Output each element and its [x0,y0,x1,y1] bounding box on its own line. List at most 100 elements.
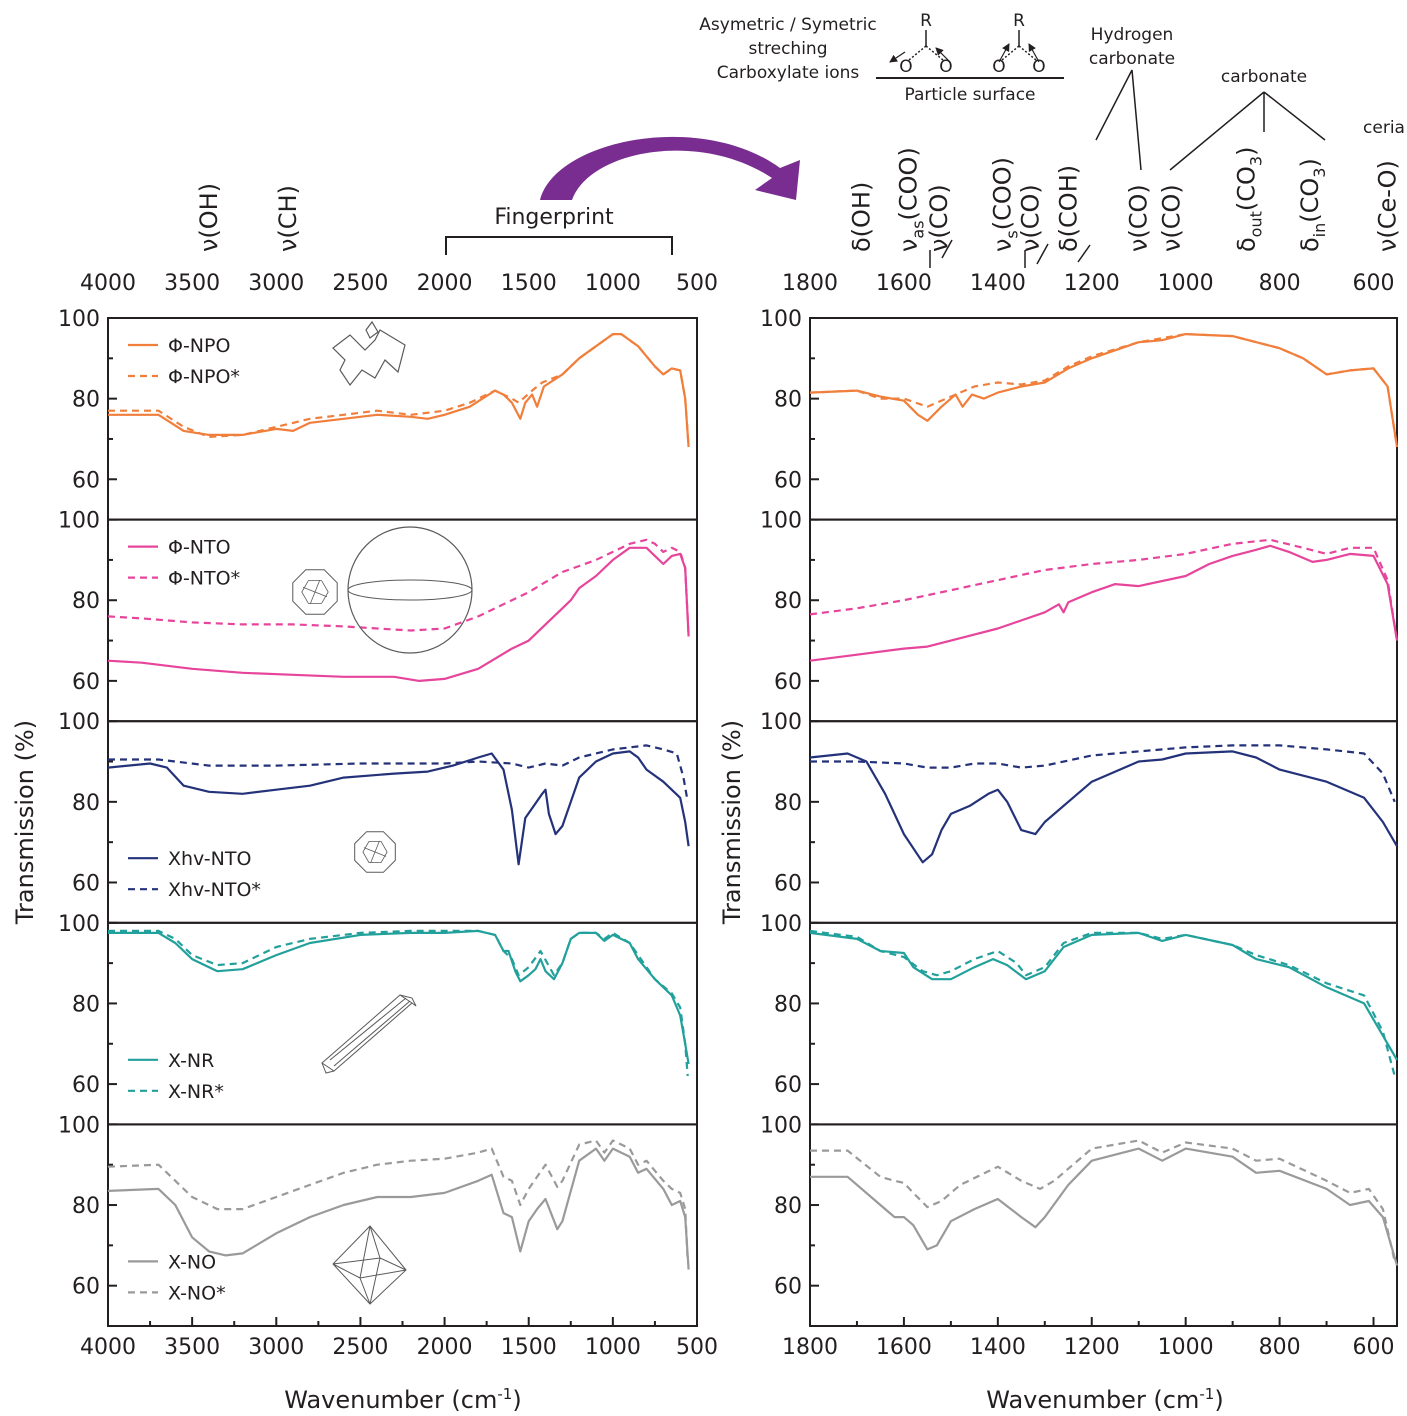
top-tick-label: 500 [676,271,718,296]
carboxylate-bonds [908,45,944,61]
band-label-base: δ [1233,237,1261,252]
y-axis-title-right: Transmission (%) [718,720,746,925]
spectrum-row: 60 80 100 X-NO X-NO* [58,1113,698,1328]
y-tick-label: 80 [72,589,100,614]
x-title-main: Wavenumber (cm [986,1386,1199,1414]
band-label-base: ν(CO) [925,184,953,252]
band-label: ν(Ce-O) [1374,160,1402,252]
legend-label: Φ-NTO* [168,568,240,590]
spectrum-row: 60 80 100 Xhv-NTO Xhv-NTO* [58,710,698,924]
y-tick-label: 60 [774,468,802,493]
polyhedron-edges [302,579,328,605]
y-tick-label: 100 [760,1113,802,1138]
x-title-main: Wavenumber (cm [284,1386,497,1414]
y-tick-label: 80 [774,1194,802,1219]
top-tick-label: 3000 [248,271,304,296]
stretch-arrow [1028,43,1040,63]
y-tick-label: 60 [774,871,802,896]
fingerprint-annotation: Fingerprint [445,136,800,255]
top-tick-label: 1500 [501,271,557,296]
band-label-tail: ) [1296,158,1324,167]
carboxylate-schematic: Asymetric / Symetric streching Carboxyla… [699,11,1064,105]
y-tick-label: 100 [58,912,100,937]
y-tick-label: 60 [774,670,802,695]
y-tick-label: 100 [58,1113,100,1138]
series-line [108,333,690,448]
spectrum-row: 60 80 100 [760,710,1398,924]
spectra-panels: 60 80 100 Φ-NPO Φ-NPO* 60 80 100 Φ-NTO Φ-NTO* 60 80… [58,307,1399,1360]
particle-icon [332,320,406,387]
band-label-base: δ(COH) [1054,165,1082,252]
top-axis-left: 4000 3500 3000 2500 2000 1500 1000 500 [80,271,718,296]
top-tick-label: 2000 [417,271,473,296]
band-label-base: ν(CO) [1158,184,1186,252]
series-line [108,929,689,1077]
sphere-equator-icon [347,579,473,601]
o-label: O [1032,57,1045,77]
x-tick-label: 1000 [1158,1335,1214,1360]
series-line [810,1147,1399,1266]
top-tick-label: 800 [1259,271,1301,296]
x-tick-label: 1600 [876,1335,932,1360]
spectrum-row: 60 80 100 Φ-NTO Φ-NTO* [58,509,698,723]
x-tick-label: 2000 [417,1335,473,1360]
legend-label: X-NR* [168,1081,224,1103]
top-tick-label: 1000 [585,271,641,296]
top-tick-label: 4000 [80,271,136,296]
y-tick-label: 100 [760,307,802,332]
x-axis-title-left: Wavenumber (cm-1) [284,1385,521,1414]
spectrum-row: 60 80 100 Φ-NPO Φ-NPO* [58,307,698,521]
band-label-base: ν(CO) [1125,184,1153,252]
polyhedron-face [301,580,329,604]
band-label: δ(COH) [1054,165,1082,252]
series-line [107,1139,689,1262]
y-tick-label: 60 [72,468,100,493]
spectrum-row: 60 80 100 [760,307,1399,521]
band-label: ν(OH) [195,183,223,252]
top-tick-label: 1800 [782,271,838,296]
x-tick-label: 4000 [80,1335,136,1360]
band-label-tail: (CO [1233,166,1261,211]
x-tick-label: 3000 [248,1335,304,1360]
y-tick-label: 60 [774,1275,802,1300]
coo-tick-lines [929,239,1091,268]
fingerprint-label: Fingerprint [494,205,614,230]
x-title-end: ) [512,1386,521,1414]
group-headers: Hydrogen carbonate carbonate ceria [929,25,1405,268]
plot-frame [809,317,1398,521]
x-tick-label: 1000 [585,1335,641,1360]
band-label-tail: (COO) [895,147,923,220]
series-line [809,538,1399,641]
y-tick-label: 80 [72,388,100,413]
x-title-sup: -1 [1199,1385,1214,1403]
top-tick-label: 2500 [332,271,388,296]
y-tick-label: 100 [760,912,802,937]
x-tick-label: 2500 [332,1335,388,1360]
x-tick-label: 1400 [970,1335,1026,1360]
x-tick-label: 600 [1353,1335,1395,1360]
truncated-octahedron-icon [292,569,338,615]
band-label: δin(CO3) [1296,158,1329,252]
y-tick-label: 80 [774,589,802,614]
y-tick-label: 80 [72,1194,100,1219]
band-label: νas(COO) [895,147,928,252]
top-axis-right: 1800 1600 1400 1200 1000 800 600 [782,271,1395,296]
series-line [809,333,1399,448]
o-label: O [992,57,1005,77]
top-tick-label: 3500 [164,271,220,296]
plot-frame [809,1123,1398,1328]
x-tick-label: 1200 [1064,1335,1120,1360]
y-tick-label: 100 [58,307,100,332]
carboxylate-group-sym: R O O [992,11,1045,77]
top-tick-label: 1000 [1158,271,1214,296]
band-label-tail: (COO) [989,157,1017,230]
y-tick-label: 60 [774,1073,802,1098]
rod-icon [321,994,417,1074]
fingerprint-zoom-arrow [540,136,800,200]
band-label-sub: as [909,220,928,238]
carboxylate-text-3: Carboxylate ions [717,63,860,83]
octahedron-icon [332,1225,407,1305]
y-tick-label: 100 [760,509,802,534]
stretch-arrow [935,47,951,63]
